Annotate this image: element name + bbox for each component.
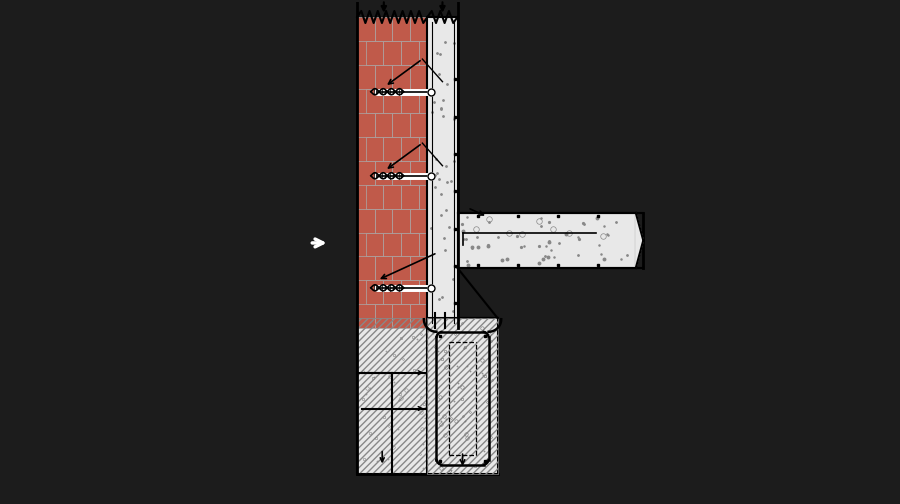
Bar <box>357 65 374 89</box>
Bar <box>357 304 374 328</box>
Bar <box>401 41 419 65</box>
Bar <box>418 184 427 209</box>
Bar <box>392 17 410 41</box>
Bar <box>374 257 392 280</box>
Bar <box>357 318 498 474</box>
Bar <box>366 280 383 304</box>
Bar <box>635 2 701 504</box>
Bar <box>366 232 383 257</box>
Bar <box>418 137 427 161</box>
Bar <box>357 17 428 328</box>
Bar <box>410 17 427 41</box>
Bar <box>357 318 498 474</box>
Bar <box>392 257 410 280</box>
Bar <box>383 41 401 65</box>
Bar <box>383 280 401 304</box>
Bar <box>410 65 427 89</box>
Bar <box>366 184 383 209</box>
Bar <box>357 257 374 280</box>
Bar <box>418 41 427 65</box>
Bar <box>401 89 419 113</box>
Bar <box>374 209 392 232</box>
Bar <box>374 65 392 89</box>
Bar <box>428 318 498 474</box>
Bar <box>410 113 427 137</box>
Bar <box>366 137 383 161</box>
Bar <box>428 17 457 328</box>
Bar <box>374 17 392 41</box>
Bar <box>401 280 419 304</box>
Bar <box>401 232 419 257</box>
Polygon shape <box>635 213 644 268</box>
Bar <box>374 304 392 328</box>
Bar <box>392 304 410 328</box>
Bar <box>428 318 498 474</box>
Bar <box>366 89 383 113</box>
Bar <box>357 113 374 137</box>
Bar <box>383 137 401 161</box>
Bar <box>357 161 374 184</box>
Bar <box>374 113 392 137</box>
Bar <box>357 209 374 232</box>
Bar <box>199 2 357 504</box>
Bar <box>410 209 427 232</box>
Bar <box>418 89 427 113</box>
Bar <box>498 318 635 504</box>
Bar <box>392 65 410 89</box>
Bar <box>418 280 427 304</box>
Bar <box>401 137 419 161</box>
Bar <box>383 89 401 113</box>
Bar <box>392 161 410 184</box>
Bar <box>410 304 427 328</box>
Bar <box>383 184 401 209</box>
Bar <box>401 184 419 209</box>
Bar <box>410 257 427 280</box>
Bar <box>392 113 410 137</box>
Bar <box>457 213 635 268</box>
Bar <box>410 161 427 184</box>
Bar <box>357 17 374 41</box>
Bar <box>457 2 635 213</box>
Bar <box>374 161 392 184</box>
Bar <box>383 232 401 257</box>
Bar <box>418 232 427 257</box>
Bar <box>392 209 410 232</box>
Bar <box>366 41 383 65</box>
